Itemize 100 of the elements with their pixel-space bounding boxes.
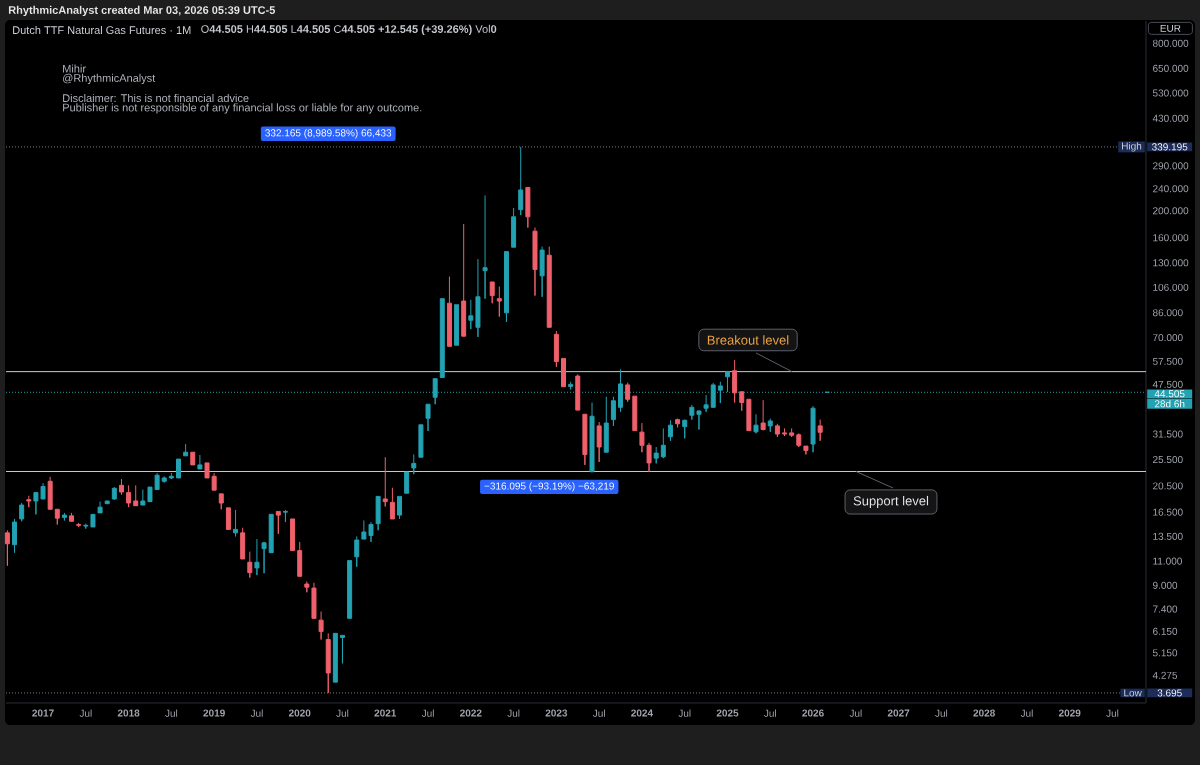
y-tick-label: 5.150 [1152,649,1178,657]
x-tick-label: 2023 [545,709,568,717]
candlestick [439,298,445,378]
x-tick-label: 2024 [631,709,653,717]
candlestick [318,611,324,640]
x-tick-label: Jul [79,709,92,717]
text: 3.695 [1157,689,1182,697]
y-tick-label: 9.000 [1152,581,1178,589]
x-tick-label: 2028 [973,709,995,717]
candlestick [732,359,738,403]
y-tick-label: 31.500 [1152,430,1183,438]
y-tick-label: 800.000 [1152,39,1189,47]
candlestick [411,453,417,475]
candlestick [568,381,574,390]
candlestick [632,395,638,432]
x-tick-label: Jul [1020,709,1033,717]
candlestick [190,451,196,466]
candlestick [26,495,32,508]
candlestick [589,401,595,473]
candlestick [760,399,766,431]
candlestick [803,445,809,455]
candlestick [76,522,82,528]
text: 28d 6h [1154,400,1185,408]
candlestick [297,541,303,577]
y-tick-label: 57.500 [1152,357,1183,365]
y-tick-label: 430.000 [1152,114,1189,122]
x-tick-label: 2022 [460,709,482,717]
text: RhythmicAnalyst created Mar 03, 2026 05:39 UTC-5 [8,5,276,17]
annotation: 332.165 (8,989.58%) 66,433 [265,129,392,139]
y-tick-label: 47.500 [1152,380,1183,388]
candlestick [753,413,759,434]
candlestick [225,507,231,530]
y-tick-label: 160.000 [1153,234,1189,242]
candlestick [83,523,89,530]
y-tick-label: 240.000 [1153,185,1189,193]
x-tick-label: 2017 [32,709,54,717]
candlestick [140,489,146,506]
candlestick [104,500,110,505]
candlestick [603,396,609,453]
text: 339.195 [1152,143,1188,151]
candlestick [47,476,53,510]
candlestick [468,299,474,330]
candlestick [767,418,773,433]
candlestick [204,462,210,479]
y-tick-label: 200.000 [1153,207,1189,215]
candlestick [176,458,181,479]
x-tick-label: Jul [678,709,691,717]
candlestick [774,423,780,438]
candlestick [218,493,224,510]
x-tick-label: Jul [250,709,263,717]
candlestick [347,560,353,619]
candlestick [553,330,559,368]
x-tick-label: 2027 [887,709,910,717]
y-tick-label: 530.000 [1152,89,1189,97]
candlestick [183,443,189,457]
candlestick [4,529,10,567]
candlestick [660,427,666,459]
x-tick-label: 2019 [203,709,225,717]
candlestick [703,394,709,413]
candlestick [375,495,381,531]
candlestick [625,382,631,403]
x-tick-label: Jul [935,709,948,717]
candlestick [561,357,566,388]
candlestick [332,632,338,683]
y-tick-label: 106.000 [1153,283,1189,291]
candlestick [111,486,117,501]
candlestick [489,281,495,304]
annotation: Publisher is not responsible of any financial loss or liable for any outcome. [63,103,422,114]
candlestick [689,404,695,421]
y-tick-label: 20.500 [1153,482,1183,490]
x-tick-label: 2026 [802,709,824,717]
x-tick-label: 2020 [288,709,311,717]
candlestick [475,258,481,338]
candlestick [304,580,310,593]
candlestick [240,527,246,560]
candlestick [133,484,139,507]
candlestick [682,419,688,439]
candlestick [817,419,823,442]
candlestick [268,513,274,554]
candlestick [275,510,281,535]
candlestick [511,207,517,248]
candlestick [382,456,388,507]
x-tick-label: Jul [764,709,776,717]
y-axis-title: EUR [1160,24,1181,32]
candlestick [90,513,96,528]
candlestick [667,419,673,442]
annotation: −316.095 (−93.19%) −63,219 [484,482,614,492]
candlestick [247,551,253,579]
candlestick [482,194,488,300]
candlestick [610,396,616,427]
y-tick-label: 650.000 [1153,64,1189,72]
x-tick-label: Jul [1106,709,1119,717]
candlestick [118,478,124,495]
x-tick-label: 2018 [117,709,140,717]
candlestick [582,413,588,466]
candlestick [739,391,745,412]
y-tick-label: 130.000 [1153,259,1189,267]
candlestick [397,495,403,520]
candlestick [546,246,552,328]
candlestick [282,509,288,523]
